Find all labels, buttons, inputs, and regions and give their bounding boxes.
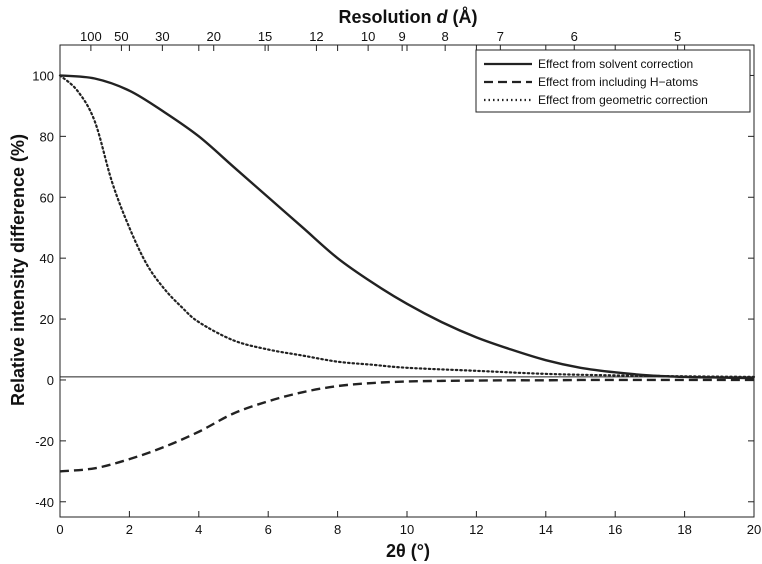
top-tick-label: 50 — [114, 29, 128, 44]
y-tick-label: 60 — [40, 190, 54, 205]
legend-label: Effect from solvent correction — [538, 57, 693, 71]
x-tick-label: 4 — [195, 522, 202, 537]
top-tick-label: 20 — [206, 29, 220, 44]
top-tick-label: 12 — [309, 29, 323, 44]
plot-background — [60, 45, 754, 517]
top-tick-label: 9 — [399, 29, 406, 44]
top-axis-title-unit: (Å) — [448, 7, 478, 27]
legend-box — [475, 49, 751, 113]
y-tick-label: -40 — [35, 495, 54, 510]
top-axis-title: Resolution d (Å) — [339, 7, 478, 27]
x-tick-label: 0 — [56, 522, 63, 537]
y-tick-label: 40 — [40, 251, 54, 266]
x-tick-label: 6 — [265, 522, 272, 537]
top-tick-label: 30 — [155, 29, 169, 44]
y-tick-label: 20 — [40, 312, 54, 327]
y-tick-label: -20 — [35, 434, 54, 449]
legend-label: Effect from geometric correction — [538, 93, 708, 107]
x-tick-label: 14 — [539, 522, 553, 537]
x-tick-label: 20 — [747, 522, 761, 537]
legend-label: Effect from including H−atoms — [538, 75, 698, 89]
y-axis-title: Relative intensity difference (%) — [8, 134, 28, 406]
y-tick-label: 80 — [40, 129, 54, 144]
top-tick-label: 8 — [442, 29, 449, 44]
series-line-2 — [59, 378, 754, 473]
series-layer — [58, 74, 756, 473]
x-tick-label: 10 — [400, 522, 414, 537]
top-axis-title-variable: d — [437, 7, 449, 27]
y-tick-label: 100 — [32, 68, 54, 83]
series-line-3 — [58, 74, 756, 379]
top-axis-title-prefix: Resolution — [339, 7, 437, 27]
axes-layer: 0 2 4 6 8 10 12 14 16 18 20 -40 -20 0 20 40 60 80 100 100 50… — [32, 29, 761, 537]
legend: Effect from solvent correction Effect fro… — [475, 49, 751, 113]
top-tick-label: 15 — [258, 29, 272, 44]
top-tick-label: 100 — [80, 29, 102, 44]
x-tick-label: 16 — [608, 522, 622, 537]
series-line-1 — [59, 74, 755, 380]
x-tick-label: 8 — [334, 522, 341, 537]
x-tick-label: 2 — [126, 522, 133, 537]
plot-area — [60, 45, 754, 517]
top-tick-label: 6 — [571, 29, 578, 44]
x-axis-title: 2θ (°) — [386, 541, 430, 561]
top-tick-label: 10 — [361, 29, 375, 44]
x-tick-label: 12 — [469, 522, 483, 537]
top-tick-label: 5 — [674, 29, 681, 44]
y-tick-label: 0 — [47, 373, 54, 388]
x-tick-label: 18 — [677, 522, 691, 537]
top-tick-label: 7 — [497, 29, 504, 44]
